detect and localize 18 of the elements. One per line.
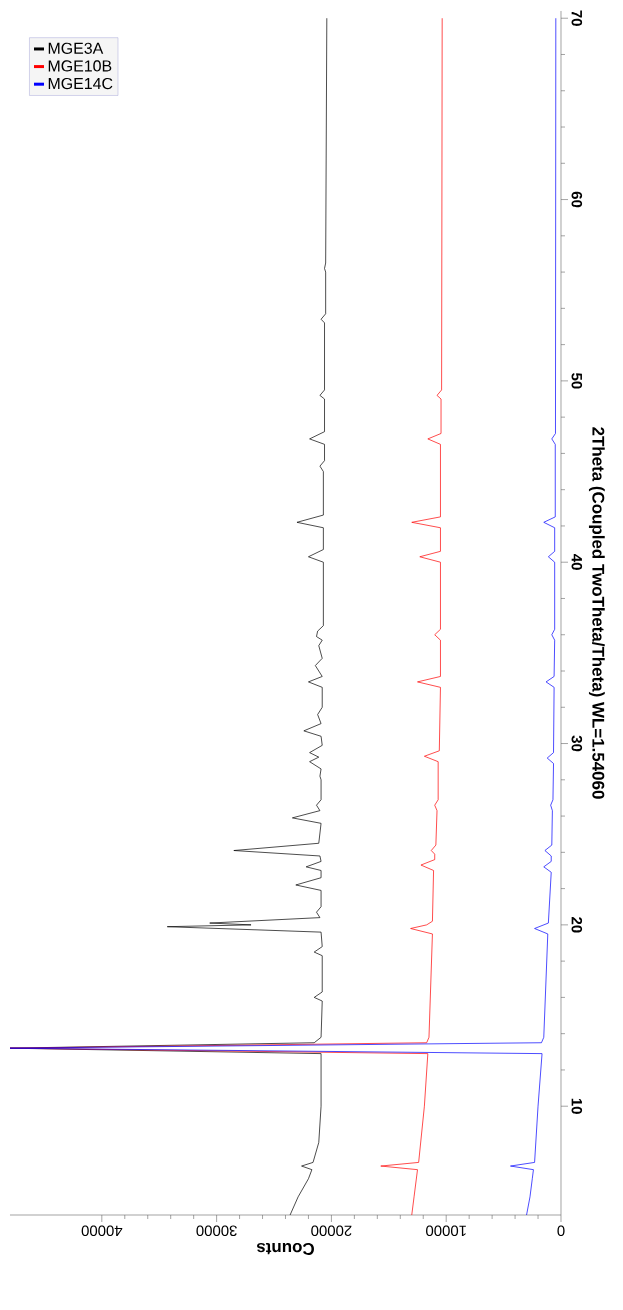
- legend-label: MGE10B: [48, 60, 112, 72]
- legend-label: MGE3A: [48, 42, 104, 54]
- x-axis-title: Counts: [257, 1242, 314, 1255]
- y-tick-label: 70: [571, 10, 583, 26]
- x-tick-label: 10000: [426, 1225, 466, 1237]
- y-tick-label: 30: [571, 735, 583, 752]
- x-tick-label: 0: [557, 1225, 565, 1237]
- x-tick-label: 30000: [196, 1225, 237, 1237]
- y-tick-label: 10: [571, 1098, 583, 1114]
- y-tick-label: 50: [571, 373, 583, 389]
- x-tick-label: 20000: [311, 1225, 352, 1237]
- y-tick-label: 20: [571, 917, 583, 933]
- y-axis-title: 2Theta (Coupled TwoTheta/Theta) WL=1.54060: [588, 427, 605, 799]
- x-tick-label: 40000: [81, 1225, 123, 1237]
- line-series: [9, 17, 557, 1215]
- y-tick-label: 40: [571, 554, 583, 570]
- legend-label: MGE14C: [48, 77, 113, 90]
- y-tick-label: 60: [571, 191, 583, 208]
